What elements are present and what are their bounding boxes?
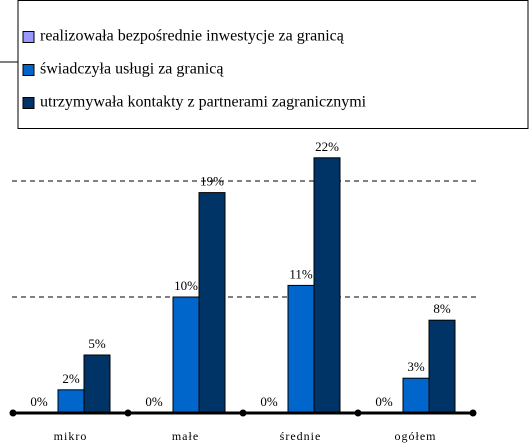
x-tick-label: małe	[172, 429, 199, 443]
legend-label: utrzymywała kontakty z partnerami zagran…	[40, 94, 367, 111]
legend-label: świadczyła usługi za granicą	[40, 61, 224, 78]
x-tick-label: średnie	[280, 429, 322, 443]
x-tick-label: mikro	[54, 429, 88, 443]
value-label: 10%	[174, 278, 198, 293]
bar	[402, 377, 430, 414]
legend-swatch	[22, 31, 35, 43]
value-label: 22%	[315, 139, 339, 154]
bar	[172, 296, 200, 414]
value-label: 0%	[260, 394, 278, 409]
axis-dot	[469, 409, 477, 417]
axis-dot	[239, 409, 247, 417]
legend-box	[17, 0, 529, 129]
value-label: 0%	[30, 394, 48, 409]
axis-dot	[124, 409, 132, 417]
bar	[198, 192, 226, 414]
axis-dot	[354, 409, 362, 417]
value-label: 3%	[407, 359, 425, 374]
bar	[287, 284, 315, 414]
value-label: 19%	[200, 174, 224, 189]
value-label: 0%	[145, 394, 163, 409]
legend-swatch	[22, 97, 35, 109]
bar	[313, 157, 341, 414]
value-label: 0%	[375, 394, 393, 409]
value-label: 8%	[433, 301, 451, 316]
legend-label: realizowała bezpośrednie inwestycje za g…	[40, 28, 345, 45]
value-label: 11%	[289, 266, 313, 281]
value-label: 2%	[62, 371, 80, 386]
bar	[57, 389, 85, 414]
bar	[83, 354, 111, 414]
legend-swatch	[22, 64, 35, 76]
axis-dot	[9, 409, 17, 417]
x-tick-label: ogółem	[395, 429, 437, 443]
value-label: 5%	[88, 336, 106, 351]
bar	[428, 319, 456, 414]
